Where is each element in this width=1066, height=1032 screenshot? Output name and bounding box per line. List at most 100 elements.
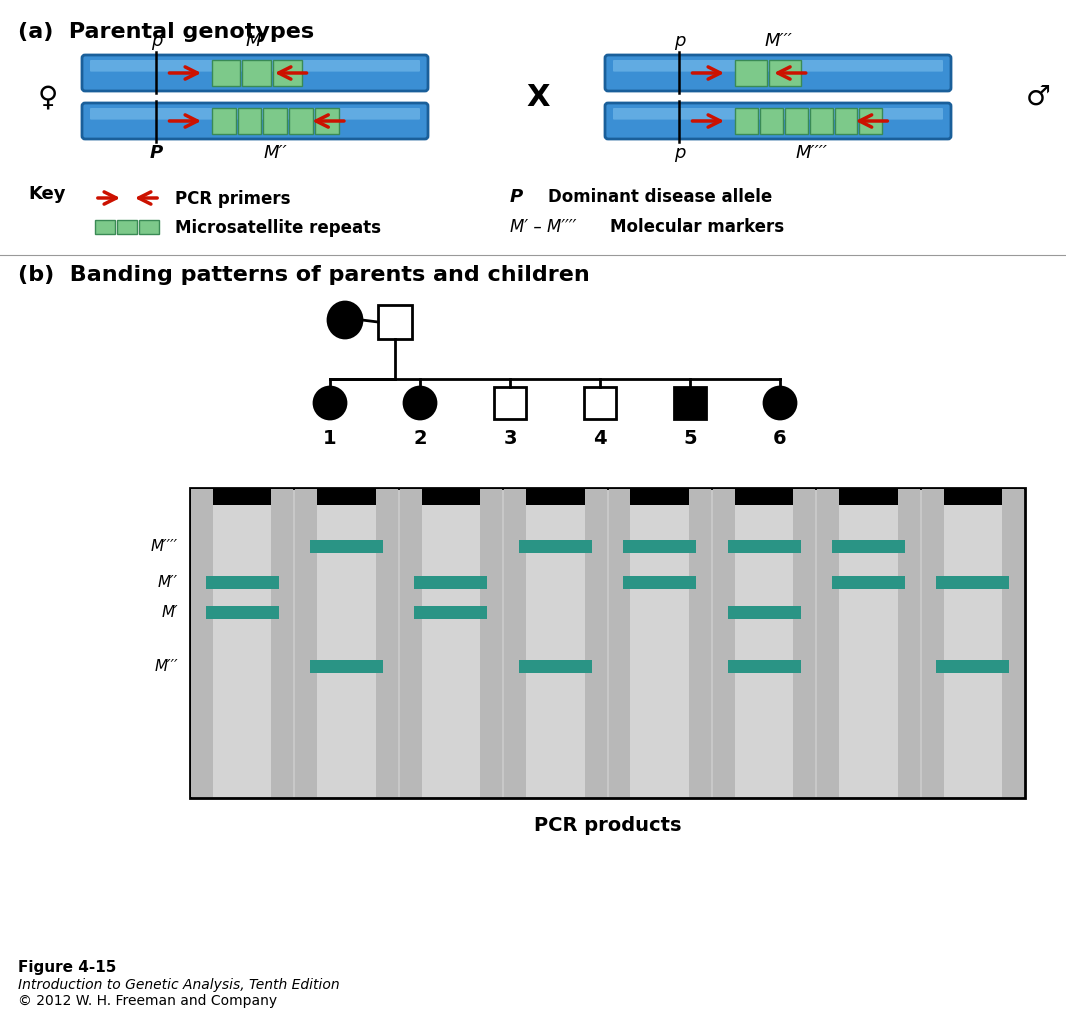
FancyBboxPatch shape bbox=[605, 55, 951, 91]
Bar bbox=[943, 489, 1002, 505]
Bar bbox=[936, 660, 1010, 673]
Bar bbox=[289, 108, 313, 134]
Bar bbox=[213, 489, 272, 505]
Text: M′′: M′′ bbox=[263, 144, 287, 162]
Bar bbox=[504, 489, 607, 797]
Bar bbox=[818, 489, 920, 797]
Text: M′′′′: M′′′′ bbox=[796, 144, 828, 162]
Bar bbox=[713, 489, 815, 797]
Bar bbox=[415, 606, 487, 619]
Text: ♂: ♂ bbox=[1025, 83, 1050, 111]
Bar bbox=[191, 489, 293, 797]
Bar bbox=[206, 606, 278, 619]
Bar bbox=[727, 606, 801, 619]
Bar bbox=[609, 489, 711, 797]
FancyBboxPatch shape bbox=[90, 108, 420, 120]
Bar bbox=[630, 489, 689, 797]
Ellipse shape bbox=[328, 302, 362, 338]
Text: M′: M′ bbox=[245, 32, 264, 50]
Bar bbox=[422, 489, 480, 505]
Text: 5: 5 bbox=[683, 429, 697, 448]
Bar bbox=[785, 108, 808, 134]
Text: ♀: ♀ bbox=[37, 83, 59, 111]
Bar bbox=[584, 387, 616, 419]
Bar bbox=[318, 489, 376, 505]
Text: 2: 2 bbox=[414, 429, 426, 448]
FancyBboxPatch shape bbox=[90, 60, 420, 71]
Text: M′ – M′′′′: M′ – M′′′′ bbox=[510, 218, 577, 236]
Text: 4: 4 bbox=[593, 429, 607, 448]
Bar bbox=[318, 489, 376, 797]
Bar bbox=[422, 489, 480, 797]
Ellipse shape bbox=[764, 387, 796, 419]
Bar bbox=[212, 60, 241, 86]
Bar bbox=[527, 489, 584, 505]
Bar bbox=[316, 108, 339, 134]
Bar bbox=[839, 489, 898, 505]
Text: P: P bbox=[150, 144, 163, 162]
Bar bbox=[310, 660, 383, 673]
Bar bbox=[400, 489, 502, 797]
Bar bbox=[839, 489, 898, 797]
Bar bbox=[139, 220, 159, 234]
Bar bbox=[831, 540, 905, 553]
Text: p: p bbox=[150, 32, 162, 50]
Bar bbox=[519, 540, 592, 553]
Text: Microsatellite repeats: Microsatellite repeats bbox=[175, 219, 381, 237]
Bar bbox=[734, 60, 766, 86]
Text: (b)  Banding patterns of parents and children: (b) Banding patterns of parents and chil… bbox=[18, 265, 589, 285]
Text: Figure 4-15: Figure 4-15 bbox=[18, 960, 116, 975]
Bar bbox=[831, 576, 905, 589]
Text: Key: Key bbox=[28, 185, 65, 203]
Bar bbox=[734, 489, 793, 797]
Bar bbox=[190, 488, 1025, 798]
Bar bbox=[295, 489, 398, 797]
FancyBboxPatch shape bbox=[605, 103, 951, 139]
Bar bbox=[494, 387, 526, 419]
Text: PCR products: PCR products bbox=[534, 816, 681, 835]
FancyBboxPatch shape bbox=[613, 60, 943, 71]
Text: (a)  Parental genotypes: (a) Parental genotypes bbox=[18, 22, 314, 42]
Bar bbox=[212, 108, 236, 134]
Text: 3: 3 bbox=[503, 429, 517, 448]
Bar bbox=[769, 60, 801, 86]
Bar bbox=[624, 540, 696, 553]
Bar bbox=[859, 108, 883, 134]
Bar bbox=[310, 540, 383, 553]
Bar bbox=[527, 489, 584, 797]
Bar bbox=[727, 540, 801, 553]
Bar bbox=[213, 489, 272, 797]
Bar bbox=[519, 660, 592, 673]
Text: M′′′: M′′′ bbox=[764, 32, 792, 50]
Bar bbox=[674, 387, 706, 419]
Bar bbox=[922, 489, 1024, 797]
Bar bbox=[95, 220, 115, 234]
Text: p: p bbox=[674, 32, 685, 50]
FancyBboxPatch shape bbox=[82, 55, 429, 91]
Bar bbox=[943, 489, 1002, 797]
Bar bbox=[835, 108, 857, 134]
Ellipse shape bbox=[404, 387, 436, 419]
Bar bbox=[273, 60, 302, 86]
Bar bbox=[263, 108, 288, 134]
Ellipse shape bbox=[314, 387, 346, 419]
Text: Dominant disease allele: Dominant disease allele bbox=[548, 188, 772, 206]
FancyBboxPatch shape bbox=[82, 103, 429, 139]
Text: 6: 6 bbox=[773, 429, 787, 448]
Bar bbox=[734, 108, 758, 134]
Text: 1: 1 bbox=[323, 429, 337, 448]
Bar bbox=[378, 305, 411, 338]
Bar bbox=[206, 576, 278, 589]
Bar bbox=[760, 108, 782, 134]
Bar bbox=[415, 576, 487, 589]
Bar bbox=[117, 220, 138, 234]
Text: © 2012 W. H. Freeman and Company: © 2012 W. H. Freeman and Company bbox=[18, 994, 277, 1008]
Text: M′′: M′′ bbox=[158, 575, 178, 590]
Bar bbox=[238, 108, 261, 134]
Text: M′′′′: M′′′′ bbox=[151, 539, 178, 554]
Bar bbox=[624, 576, 696, 589]
Bar bbox=[242, 60, 271, 86]
Text: p: p bbox=[674, 144, 685, 162]
Text: M′: M′ bbox=[161, 605, 178, 620]
Text: P: P bbox=[510, 188, 523, 206]
